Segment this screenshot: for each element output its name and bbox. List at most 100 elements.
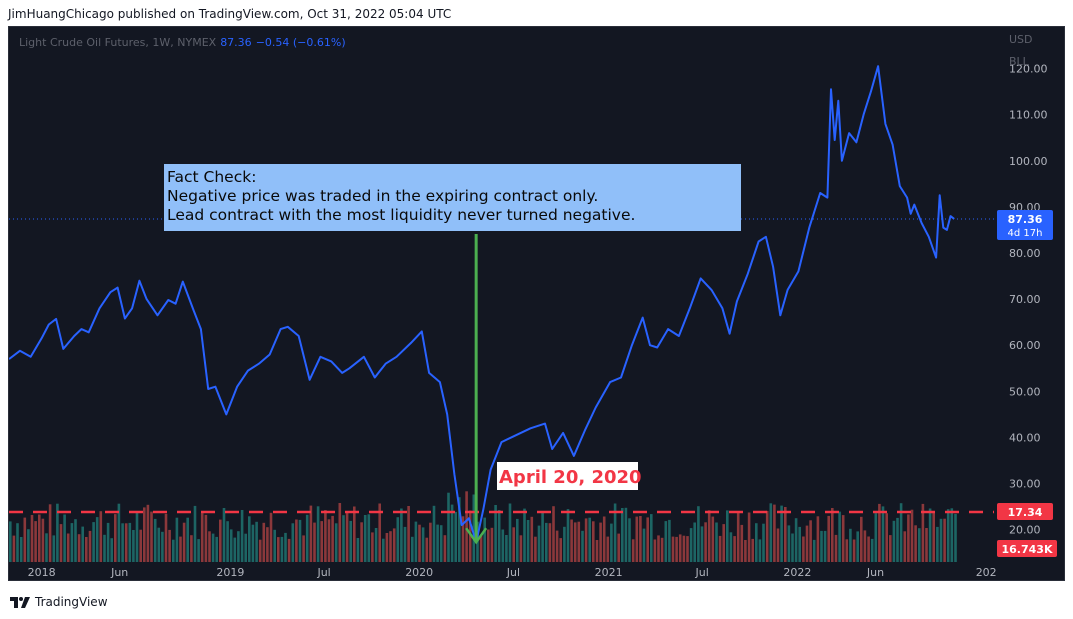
x-tick-label: Jun <box>866 566 884 579</box>
volume-bar <box>849 528 852 562</box>
volume-bar <box>787 525 791 562</box>
volume-bar <box>392 528 396 562</box>
volume-bar <box>545 522 548 562</box>
tradingview-footer[interactable]: TradingView <box>10 595 108 609</box>
symbol-name: Light Crude Oil Futures, 1W, NYMEX <box>19 36 217 49</box>
volume-bar <box>700 526 704 562</box>
volume-bar <box>668 519 671 562</box>
volume-bar <box>928 508 932 562</box>
volume-bar <box>363 515 367 562</box>
volume-bar <box>718 535 722 562</box>
volume-bar <box>186 517 189 562</box>
volume-bars <box>9 491 957 562</box>
volume-bar <box>450 504 454 562</box>
volume-bar <box>219 519 222 562</box>
volume-bar <box>816 516 820 562</box>
volume-bar <box>16 523 19 562</box>
volume-bar <box>244 533 247 562</box>
volume-bar <box>378 503 381 562</box>
volume-badge-text: 16.743K <box>1002 543 1053 556</box>
volume-bar <box>726 510 729 562</box>
y-tick-label: 30.00 <box>1009 478 1041 491</box>
volume-bar <box>411 536 414 562</box>
volume-bar <box>353 506 356 562</box>
volume-bar <box>139 529 142 562</box>
volume-bar <box>910 509 914 562</box>
volume-bar <box>208 531 211 562</box>
volume-bar <box>182 522 186 562</box>
volume-bar <box>581 530 584 562</box>
volume-bar <box>693 522 696 562</box>
volume-bar <box>628 518 631 562</box>
volume-bar <box>899 503 903 562</box>
volume-bar <box>193 505 197 562</box>
volume-bar <box>77 534 81 562</box>
volume-bar <box>494 505 497 562</box>
volume-bar <box>834 534 838 562</box>
volume-bar <box>385 533 389 562</box>
symbol-legend[interactable]: Light Crude Oil Futures, 1W, NYMEX 87.36−… <box>19 36 346 49</box>
volume-bar <box>657 535 660 562</box>
volume-bar <box>458 497 461 562</box>
volume-bar <box>468 510 472 562</box>
x-tick-label: Jul <box>695 566 709 579</box>
volume-bar <box>400 508 403 562</box>
price-change-value: −0.54 (−0.61%) <box>255 36 346 49</box>
volume-bar <box>660 537 664 562</box>
volume-bar <box>403 526 407 562</box>
volume-bar <box>135 511 139 562</box>
volume-bar <box>56 503 59 562</box>
volume-bar <box>12 535 16 562</box>
volume-bar <box>161 531 164 562</box>
volume-bar <box>19 537 23 562</box>
price-axis[interactable]: 20.0030.0040.0050.0060.0070.0080.0090.00… <box>1009 33 1048 537</box>
volume-bar <box>776 528 780 562</box>
volume-bar <box>599 522 602 562</box>
price-chart[interactable]: Fact Check:Negative price was traded in … <box>9 27 1066 582</box>
volume-bar <box>490 527 494 562</box>
volume-bar <box>697 506 700 562</box>
volume-bar <box>823 530 827 562</box>
volume-bar <box>939 518 943 562</box>
x-tick-label: 202 <box>976 566 997 579</box>
volume-bar <box>429 522 432 562</box>
volume-bar <box>577 521 581 562</box>
volume-bar <box>863 530 867 562</box>
volume-bar <box>624 507 628 562</box>
volume-bar <box>642 528 646 562</box>
volume-bar <box>936 526 939 562</box>
volume-bar <box>765 510 769 562</box>
volume-bar <box>461 516 465 562</box>
volume-bar <box>334 523 338 562</box>
time-axis[interactable]: 2018 Jun 2019 Jul 2020 Jul 2021 Jul 2022 Jun 202 <box>28 566 997 579</box>
volume-bar <box>295 519 298 562</box>
y-tick-label: 80.00 <box>1009 247 1041 260</box>
volume-bar <box>740 524 744 562</box>
volume-bar <box>204 514 208 562</box>
volume-bar <box>439 525 443 562</box>
volume-bar <box>878 503 881 562</box>
fact-check-box <box>164 164 741 231</box>
publisher-caption: JimHuangChicago published on TradingView… <box>8 7 452 21</box>
volume-bar <box>870 538 874 562</box>
x-tick-label: 2022 <box>783 566 811 579</box>
volume-bar <box>635 516 639 562</box>
volume-bar <box>592 521 595 562</box>
x-tick-label: 2021 <box>595 566 623 579</box>
volume-bar <box>639 516 642 562</box>
volume-bar <box>914 525 917 562</box>
volume-bar <box>671 536 675 562</box>
chart-panel[interactable]: Fact Check: Negative price was traded in … <box>8 26 1065 581</box>
volume-bar <box>769 503 773 562</box>
volume-bar <box>443 535 447 562</box>
volume-bar <box>233 537 237 562</box>
volume-bar <box>226 521 229 562</box>
volume-bar <box>610 523 613 562</box>
volume-bar <box>827 515 830 562</box>
volume-bar <box>856 531 859 562</box>
unit-label: BLL <box>1009 55 1030 68</box>
volume-bar <box>501 529 505 562</box>
volume-bar <box>360 522 363 562</box>
volume-bar <box>273 529 276 562</box>
volume-bar <box>892 520 896 562</box>
